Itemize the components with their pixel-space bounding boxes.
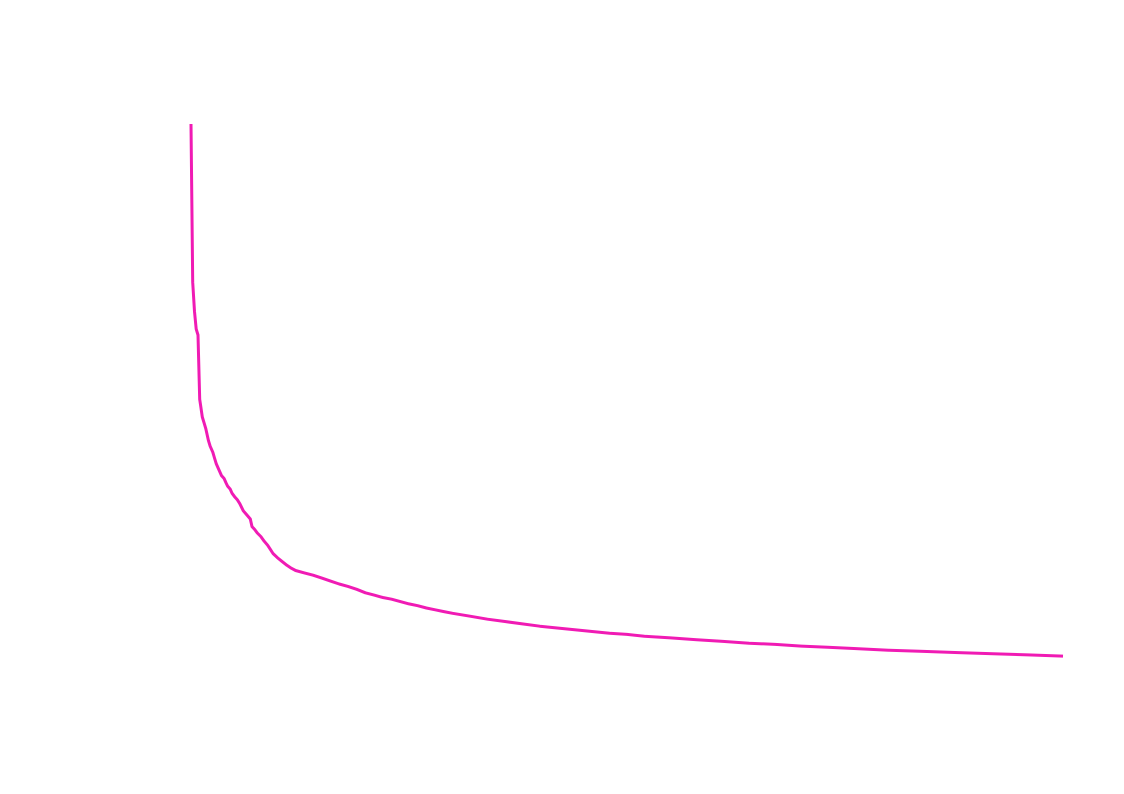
series-line [189,123,1064,658]
